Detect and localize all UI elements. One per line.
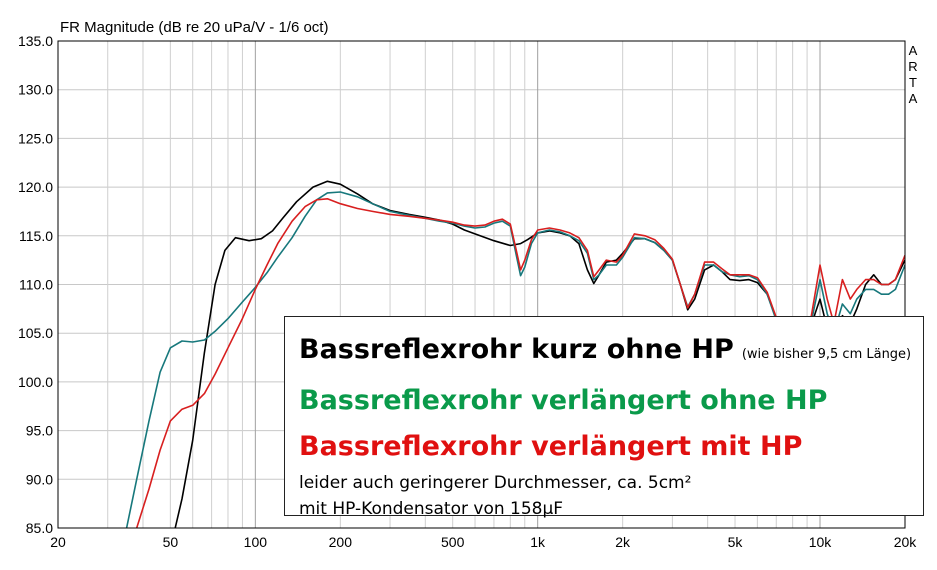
x-tick-label: 20	[50, 534, 66, 550]
x-tick-label: 20k	[894, 534, 918, 550]
legend-note-diameter: leider auch geringerer Durchmesser, ca. …	[299, 473, 692, 493]
legend-entry-long-port-hp: Bassreflexrohr verlängert mit HP	[299, 424, 909, 470]
plot-frame	[57, 40, 906, 529]
y-tick-label: 130.0	[18, 82, 53, 98]
x-tick-label: 50	[163, 534, 179, 550]
y-tick-label: 120.0	[18, 179, 53, 195]
watermark-letter: A	[909, 91, 918, 106]
legend-label-long-port-no-hp: Bassreflexrohr verlängert ohne HP	[299, 385, 828, 416]
y-tick-label: 100.0	[18, 374, 53, 390]
watermark-letter: T	[909, 75, 917, 90]
x-tick-label: 500	[441, 534, 465, 550]
y-tick-label: 115.0	[19, 228, 53, 244]
x-tick-label: 2k	[615, 534, 631, 550]
y-tick-label: 105.0	[18, 325, 53, 341]
watermark-letter: R	[908, 59, 917, 74]
y-tick-label: 135.0	[18, 33, 53, 49]
legend-label-long-port-hp: Bassreflexrohr verlängert mit HP	[299, 431, 803, 462]
x-tick-label: 1k	[530, 534, 546, 550]
legend-box: Bassreflexrohr kurz ohne HP (wie bisher 9…	[284, 316, 924, 519]
legend-entry-short-port: Bassreflexrohr kurz ohne HP (wie bisher 9…	[299, 327, 912, 378]
y-tick-label: 90.0	[26, 471, 53, 487]
y-tick-label: 125.0	[18, 130, 53, 146]
x-tick-label: 200	[329, 534, 353, 550]
legend-note-capacitor: mit HP-Kondensator von 158µF	[299, 499, 564, 519]
x-tick-label: 10k	[809, 534, 833, 550]
legend-note-length: (wie bisher 9,5 cm Länge)	[741, 347, 912, 362]
y-tick-label: 110.0	[19, 277, 53, 293]
y-tick-label: 85.0	[26, 520, 53, 536]
legend-label-short-port: Bassreflexrohr kurz ohne HP	[299, 334, 734, 365]
legend-entry-long-port-no-hp: Bassreflexrohr verlängert ohne HP	[299, 378, 909, 424]
watermark-letter: A	[909, 43, 918, 58]
x-tick-label: 5k	[728, 534, 744, 550]
tick-labels: 85.0 90.0 95.0 100.0 105.0 110.0 115.0 120.0 125…	[18, 33, 917, 550]
y-tick-label: 95.0	[26, 423, 53, 439]
x-tick-label: 100	[244, 534, 268, 550]
series-line-1	[174, 180, 905, 528]
chart-title: FR Magnitude (dB re 20 uPa/V - 1/6 oct)	[60, 19, 328, 36]
